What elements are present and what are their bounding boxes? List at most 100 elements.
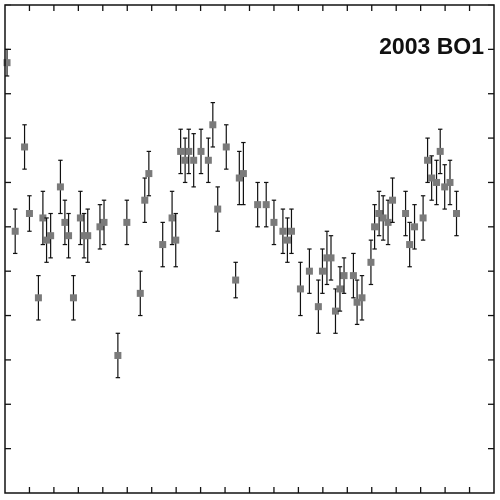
data-marker: [336, 285, 343, 292]
plot-frame: [5, 5, 494, 493]
data-point: [141, 178, 148, 222]
data-marker: [137, 290, 144, 297]
data-marker: [437, 148, 444, 155]
data-marker: [182, 157, 189, 164]
data-point: [367, 240, 374, 284]
data-point: [209, 103, 216, 147]
data-point: [84, 209, 91, 262]
data-marker: [263, 201, 270, 208]
data-point: [70, 276, 77, 320]
data-point: [284, 218, 291, 262]
data-point: [182, 138, 189, 182]
data-point: [57, 160, 64, 213]
data-point: [21, 125, 28, 169]
data-point: [389, 178, 396, 222]
data-marker: [21, 143, 28, 150]
data-marker: [297, 285, 304, 292]
data-marker: [177, 148, 184, 155]
data-point: [114, 333, 121, 377]
data-marker: [101, 219, 108, 226]
data-point: [35, 276, 42, 320]
data-marker: [420, 214, 427, 221]
data-point: [12, 209, 19, 253]
data-marker: [190, 157, 197, 164]
data-marker: [411, 223, 418, 230]
data-marker: [123, 219, 130, 226]
data-point: [145, 151, 152, 195]
data-point: [453, 191, 460, 235]
data-marker: [371, 223, 378, 230]
data-point: [26, 196, 33, 231]
data-point: [270, 200, 277, 244]
data-marker: [284, 237, 291, 244]
data-marker: [453, 210, 460, 217]
data-point: [297, 262, 304, 315]
data-marker: [406, 241, 413, 248]
data-point: [437, 129, 444, 173]
data-point: [223, 125, 230, 169]
data-marker: [169, 214, 176, 221]
plot-border: [5, 5, 494, 493]
data-marker: [341, 272, 348, 279]
data-point: [350, 253, 357, 297]
data-marker: [205, 157, 212, 164]
data-point: [101, 200, 108, 244]
data-marker: [145, 170, 152, 177]
data-marker: [198, 148, 205, 155]
data-marker: [306, 268, 313, 275]
data-marker: [402, 210, 409, 217]
data-point: [159, 222, 166, 266]
data-point: [198, 129, 205, 173]
data-marker: [47, 232, 54, 239]
data-marker: [70, 294, 77, 301]
data-marker: [141, 197, 148, 204]
data-point: [328, 236, 335, 280]
data-point: [354, 280, 361, 324]
data-marker: [223, 143, 230, 150]
data-point: [214, 187, 221, 231]
data-marker: [424, 157, 431, 164]
data-point: [358, 276, 365, 320]
data-marker: [232, 277, 239, 284]
data-point: [441, 165, 448, 209]
data-marker: [185, 148, 192, 155]
data-marker: [12, 228, 19, 235]
data-marker: [279, 228, 286, 235]
data-point: [43, 218, 50, 262]
data-point: [446, 160, 453, 204]
data-marker: [328, 254, 335, 261]
data-marker: [84, 232, 91, 239]
data-point: [190, 134, 197, 187]
chart-title: 2003 BO1: [379, 33, 484, 59]
data-marker: [358, 294, 365, 301]
data-point: [232, 262, 239, 297]
data-marker: [319, 268, 326, 275]
data-point: [236, 151, 243, 204]
data-marker: [254, 201, 261, 208]
data-marker: [35, 294, 42, 301]
data-point: [185, 129, 192, 173]
data-point: [172, 214, 179, 267]
data-point: [169, 191, 176, 244]
data-point: [279, 209, 286, 253]
data-marker: [214, 206, 221, 213]
data-point: [380, 196, 387, 240]
data-point: [205, 138, 212, 182]
data-point: [47, 214, 54, 258]
data-marker: [57, 183, 64, 190]
data-point: [177, 129, 184, 173]
data-point: [402, 191, 409, 235]
data-marker: [389, 197, 396, 204]
data-point: [288, 209, 295, 253]
data-point: [433, 160, 440, 204]
data-point: [315, 280, 322, 333]
data-marker: [159, 241, 166, 248]
data-marker: [61, 219, 68, 226]
data-marker: [65, 232, 72, 239]
data-marker: [114, 352, 121, 359]
data-marker: [240, 170, 247, 177]
data-marker: [270, 219, 277, 226]
data-marker: [433, 179, 440, 186]
